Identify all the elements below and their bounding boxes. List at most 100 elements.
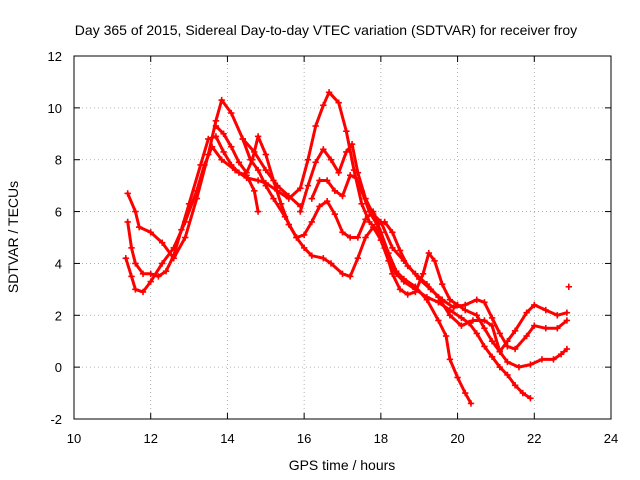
data-point [323, 198, 331, 205]
y-tick-label: 12 [48, 49, 62, 64]
data-point [412, 283, 419, 290]
series-track-3 [124, 133, 262, 280]
data-point [285, 195, 292, 202]
data-point [373, 221, 381, 228]
data-point [327, 156, 335, 163]
data-point [431, 257, 438, 265]
data-point [354, 234, 362, 241]
data-point [467, 400, 475, 407]
data-point [122, 255, 129, 262]
series-line [298, 142, 569, 351]
data-point [393, 268, 400, 275]
data-point [358, 187, 365, 195]
data-point [377, 229, 385, 236]
data-point [312, 122, 319, 130]
data-point [139, 270, 147, 277]
x-tick-label: 16 [297, 431, 311, 446]
data-point [316, 203, 323, 210]
data-point [346, 234, 354, 241]
data-point [454, 374, 461, 381]
data-point [458, 314, 465, 322]
data-point [243, 169, 250, 176]
x-tick-label: 20 [450, 431, 464, 446]
data-point [308, 218, 316, 226]
data-point [565, 283, 573, 290]
data-point [182, 234, 189, 241]
data-point [511, 345, 519, 353]
data-point [481, 343, 488, 350]
data-point [423, 280, 431, 288]
data-point [362, 234, 369, 241]
data-point [446, 296, 454, 303]
data-point [170, 252, 177, 259]
plot-frame [73, 55, 612, 420]
data-point [339, 229, 346, 236]
data-point [527, 395, 534, 402]
data-point [147, 229, 154, 236]
data-point [304, 156, 312, 163]
data-point [366, 218, 373, 226]
data-point [293, 234, 300, 241]
data-point [205, 135, 212, 143]
data-point [354, 255, 362, 262]
data-point [178, 226, 185, 233]
data-point [162, 268, 170, 275]
data-point [185, 200, 193, 207]
data-point [554, 312, 561, 319]
y-tick-label: -2 [50, 412, 62, 427]
data-point [197, 161, 204, 169]
data-point [504, 343, 511, 350]
data-point [469, 317, 477, 324]
data-point [481, 299, 488, 306]
data-point [335, 99, 342, 106]
data-point [132, 208, 139, 215]
x-tick-label: 10 [67, 431, 81, 446]
data-point [473, 330, 480, 337]
data-point [128, 273, 135, 280]
data-point [554, 325, 561, 332]
data-point [124, 218, 131, 226]
data-point [346, 172, 354, 179]
data-point [254, 166, 262, 174]
data-point [358, 200, 365, 207]
data-point [323, 177, 331, 184]
data-point [462, 301, 469, 309]
data-point [488, 338, 496, 345]
series-track-6 [297, 140, 571, 353]
data-point [400, 275, 408, 283]
data-point [228, 109, 235, 117]
data-point [331, 187, 339, 195]
data-point [335, 169, 342, 176]
series-track-7 [308, 172, 571, 371]
data-point [542, 306, 549, 314]
data-point [435, 317, 442, 324]
data-point [308, 195, 316, 202]
data-point [346, 273, 354, 280]
data-point [481, 325, 488, 332]
data-point [297, 208, 304, 215]
data-point [531, 301, 538, 309]
data-point [159, 239, 166, 246]
series-track-1 [124, 96, 304, 262]
y-tick-label: 0 [55, 360, 62, 375]
data-point [320, 146, 327, 153]
data-point [220, 130, 227, 137]
data-point [538, 356, 546, 363]
data-point [325, 89, 333, 96]
data-point [239, 135, 246, 143]
data-point [270, 195, 277, 202]
data-point [193, 187, 200, 195]
data-point [312, 159, 319, 166]
data-point [381, 218, 388, 226]
data-point [128, 244, 135, 252]
data-point [450, 304, 457, 311]
data-point [147, 278, 154, 285]
data-point [270, 177, 277, 184]
data-point [343, 127, 350, 135]
data-point [531, 322, 538, 329]
data-point [419, 270, 427, 277]
data-point [366, 208, 373, 215]
data-point [277, 200, 285, 207]
data-series [122, 89, 573, 407]
